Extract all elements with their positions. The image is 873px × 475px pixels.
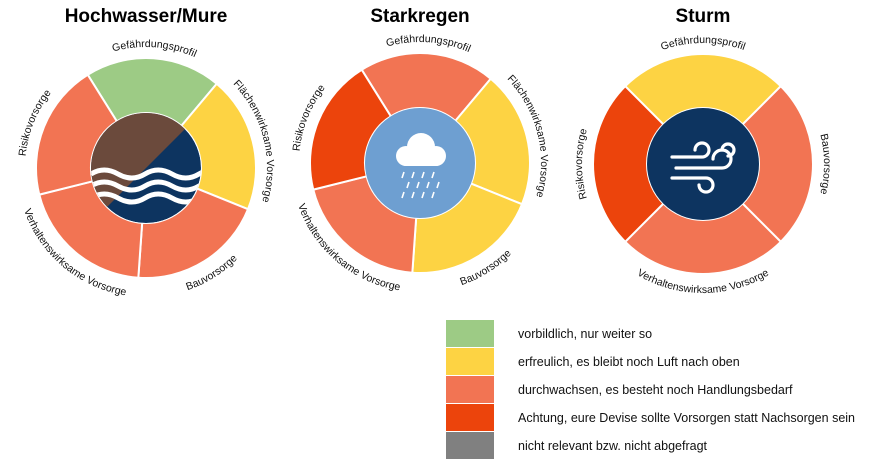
- legend-label: erfreulich, es bleibt noch Luft nach obe…: [518, 355, 740, 369]
- segment-label: Bauvorsorge: [817, 133, 833, 196]
- wheel-title: Starkregen: [370, 6, 469, 27]
- wheel-sturm: Sturm GefährdungsprofilBauvorsorgeVerhal…: [573, 6, 833, 296]
- segment-label-text: Risikovorsorge: [573, 127, 590, 201]
- legend-swatch: [446, 376, 494, 403]
- legend-label: durchwachsen, es besteht noch Handlungsb…: [518, 383, 793, 397]
- wheel-title: Sturm: [676, 6, 731, 27]
- segment-label-text: Gefährdungsprofil: [111, 38, 199, 60]
- wheel-starkregen: Starkregen GefährdungsprofilFlächenwirks…: [291, 6, 550, 293]
- legend-swatch: [446, 404, 494, 431]
- segment-label: Gefährdungsprofil: [111, 38, 199, 60]
- center-hub: [91, 113, 201, 223]
- legend-label: Achtung, eure Devise sollte Vorsorgen st…: [518, 411, 855, 425]
- heavy-rain-cloud-icon: [396, 133, 446, 199]
- legend-swatch: [446, 320, 494, 347]
- wheel-hochwasser-mure: Hochwasser/Mure GefährdungsprofilFlächen…: [17, 6, 276, 298]
- flood-wave-icon: [91, 113, 201, 223]
- center-hub: [647, 108, 759, 220]
- center-hub: [365, 108, 475, 218]
- segment-label-text: Gefährdungsprofil: [659, 34, 747, 53]
- segment-label: Gefährdungsprofil: [659, 34, 747, 53]
- segment-label: Gefährdungsprofil: [385, 33, 473, 55]
- wheel-title: Hochwasser/Mure: [65, 6, 228, 27]
- legend-swatch: [446, 348, 494, 375]
- legend-label: nicht relevant bzw. nicht abgefragt: [518, 439, 708, 453]
- legend: vorbildlich, nur weiter so erfreulich, es…: [446, 320, 855, 459]
- wind-storm-icon: [670, 141, 736, 194]
- segment-label-text: Bauvorsorge: [817, 133, 833, 196]
- segment-label: Risikovorsorge: [573, 127, 590, 201]
- legend-swatch: [446, 432, 494, 459]
- segment-label-text: Gefährdungsprofil: [385, 33, 473, 55]
- legend-label: vorbildlich, nur weiter so: [518, 327, 652, 341]
- segment-ring: [592, 53, 814, 275]
